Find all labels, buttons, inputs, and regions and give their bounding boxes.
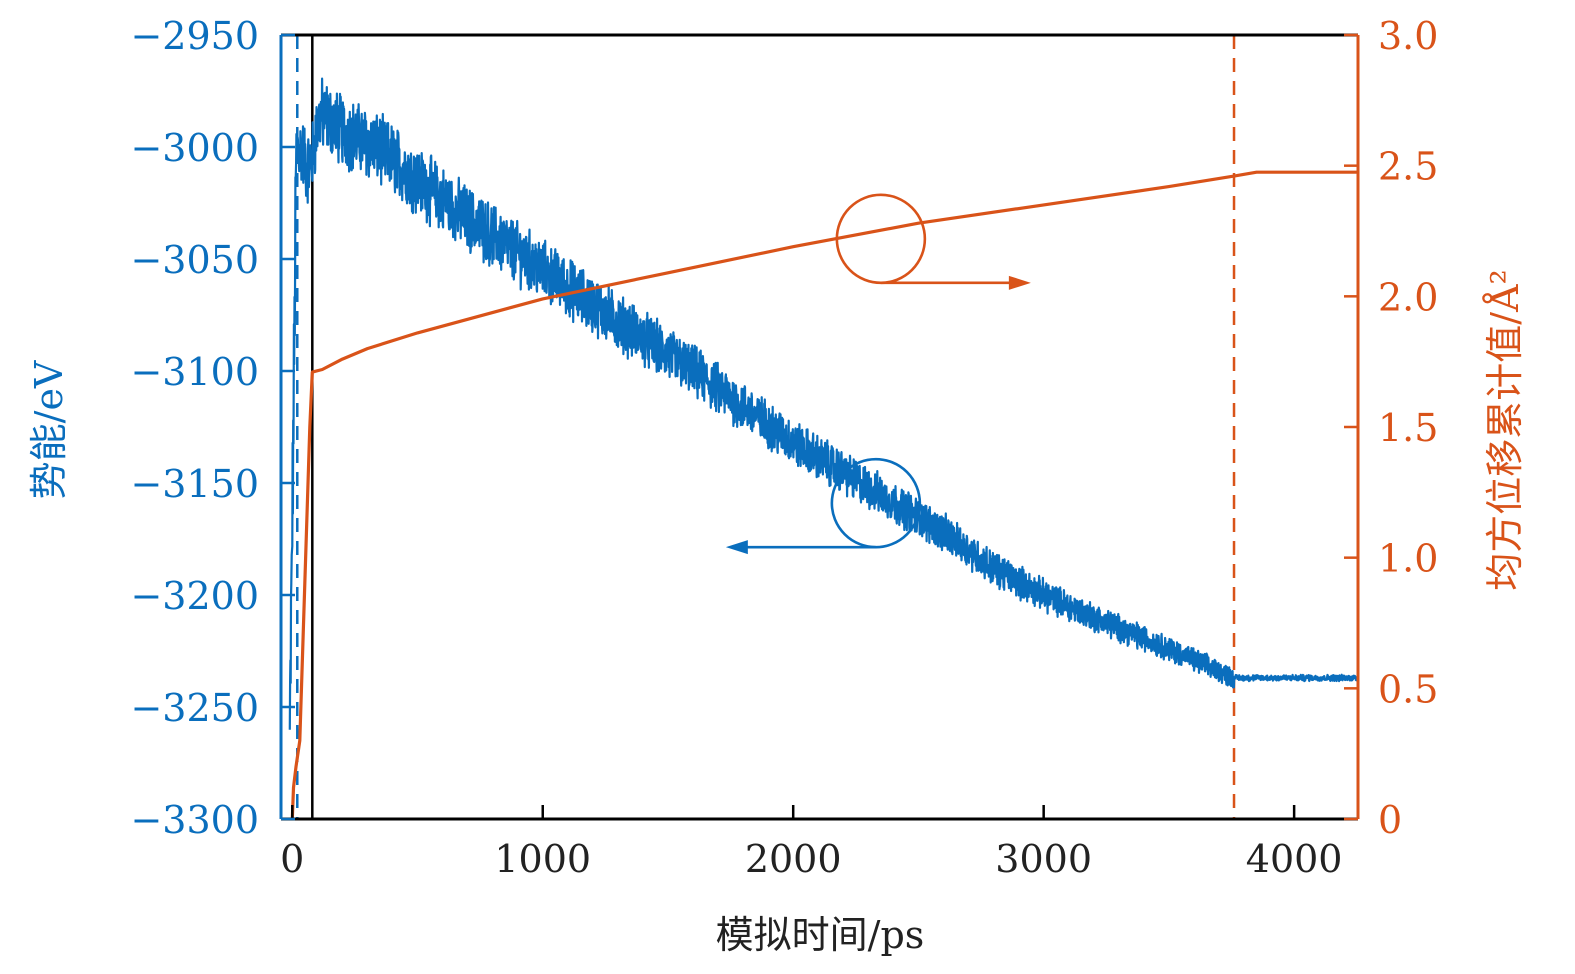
y-left-tick-label: −3000 bbox=[130, 126, 259, 170]
msd-circle-arrow-head-icon bbox=[1008, 275, 1031, 290]
y-left-axis-title: 势能/eV bbox=[27, 360, 71, 499]
ticks: 0 1000 2000 3000 4000 −2950 −3000 −3050 −3100 −31… bbox=[130, 14, 1438, 881]
x-tick-label: 3000 bbox=[995, 837, 1092, 881]
x-tick-label: 2000 bbox=[745, 837, 842, 881]
y-right-tick-label: 1.0 bbox=[1378, 537, 1438, 581]
series-line-msd bbox=[290, 170, 1358, 820]
y-left-tick-label: −3100 bbox=[130, 350, 259, 394]
y-right-tick-label: 1.5 bbox=[1378, 406, 1438, 450]
x-tick-label: 0 bbox=[280, 837, 304, 881]
y-left-tick-label: −3050 bbox=[130, 238, 259, 282]
potential-circle-arrow-head-icon bbox=[725, 540, 748, 555]
x-tick-label: 4000 bbox=[1246, 837, 1343, 881]
annotations bbox=[725, 193, 1031, 555]
y-left-tick-label: −3300 bbox=[130, 798, 259, 842]
y-left-tick-label: −2950 bbox=[130, 14, 259, 58]
x-axis-title: 模拟时间/ps bbox=[716, 913, 925, 957]
x-tick-label: 1000 bbox=[494, 837, 591, 881]
y-right-axis-title: 均方位移累计值/Å² bbox=[1483, 269, 1527, 590]
y-right-tick-label: 2.5 bbox=[1378, 145, 1438, 189]
y-right-tick-label: 0.5 bbox=[1378, 667, 1438, 711]
axes-frame bbox=[279, 33, 1360, 821]
y-left-tick-label: −3200 bbox=[130, 574, 259, 618]
series-lines bbox=[288, 77, 1360, 820]
series-line-potential bbox=[288, 77, 1360, 730]
y-right-tick-label: 3.0 bbox=[1378, 14, 1438, 58]
y-right-tick-label: 2.0 bbox=[1378, 275, 1438, 319]
msd-circle bbox=[835, 193, 927, 285]
y-right-tick-label: 0 bbox=[1378, 798, 1402, 842]
y-left-tick-label: −3250 bbox=[130, 686, 259, 730]
y-left-tick-label: −3150 bbox=[130, 462, 259, 506]
